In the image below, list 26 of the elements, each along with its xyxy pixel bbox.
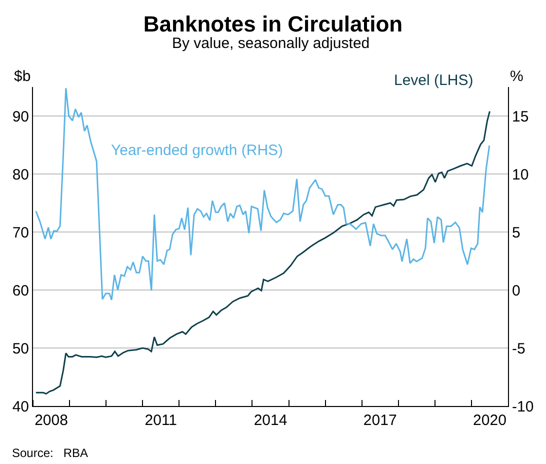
- y2-tick-label: 5: [512, 224, 520, 242]
- x-tick-label: 2017: [363, 412, 397, 429]
- y-tick-label: 50: [12, 340, 29, 358]
- y-tick-label: 90: [12, 108, 29, 126]
- y-axis-title: $b: [14, 68, 31, 85]
- y-tick-label: 40: [12, 398, 29, 416]
- y-tick-label: 70: [12, 224, 29, 242]
- source-note: Source: RBA: [12, 446, 88, 460]
- series-label: Level (LHS): [394, 72, 474, 89]
- chart-subtitle: By value, seasonally adjusted: [172, 35, 370, 52]
- y2-tick-label: 15: [512, 108, 529, 126]
- y2-tick-label: -5: [512, 340, 526, 358]
- chart-title: Banknotes in Circulation: [143, 12, 403, 37]
- x-tick-label: 2008: [34, 412, 68, 429]
- line-series: [35, 110, 490, 395]
- x-tick-label: 2014: [254, 412, 288, 429]
- x-tick-label: 2020: [473, 412, 506, 429]
- y-tick-label: 80: [12, 166, 29, 184]
- y2-axis-title: %: [510, 68, 524, 85]
- y2-tick-label: 0: [512, 282, 520, 300]
- y-tick-label: 60: [12, 282, 29, 300]
- series-label: Year-ended growth (RHS): [111, 142, 284, 159]
- x-tick-label: 2011: [144, 412, 178, 429]
- y2-tick-label: 10: [512, 166, 529, 184]
- y2-tick-label: -10: [512, 398, 534, 416]
- line-series: [35, 87, 490, 301]
